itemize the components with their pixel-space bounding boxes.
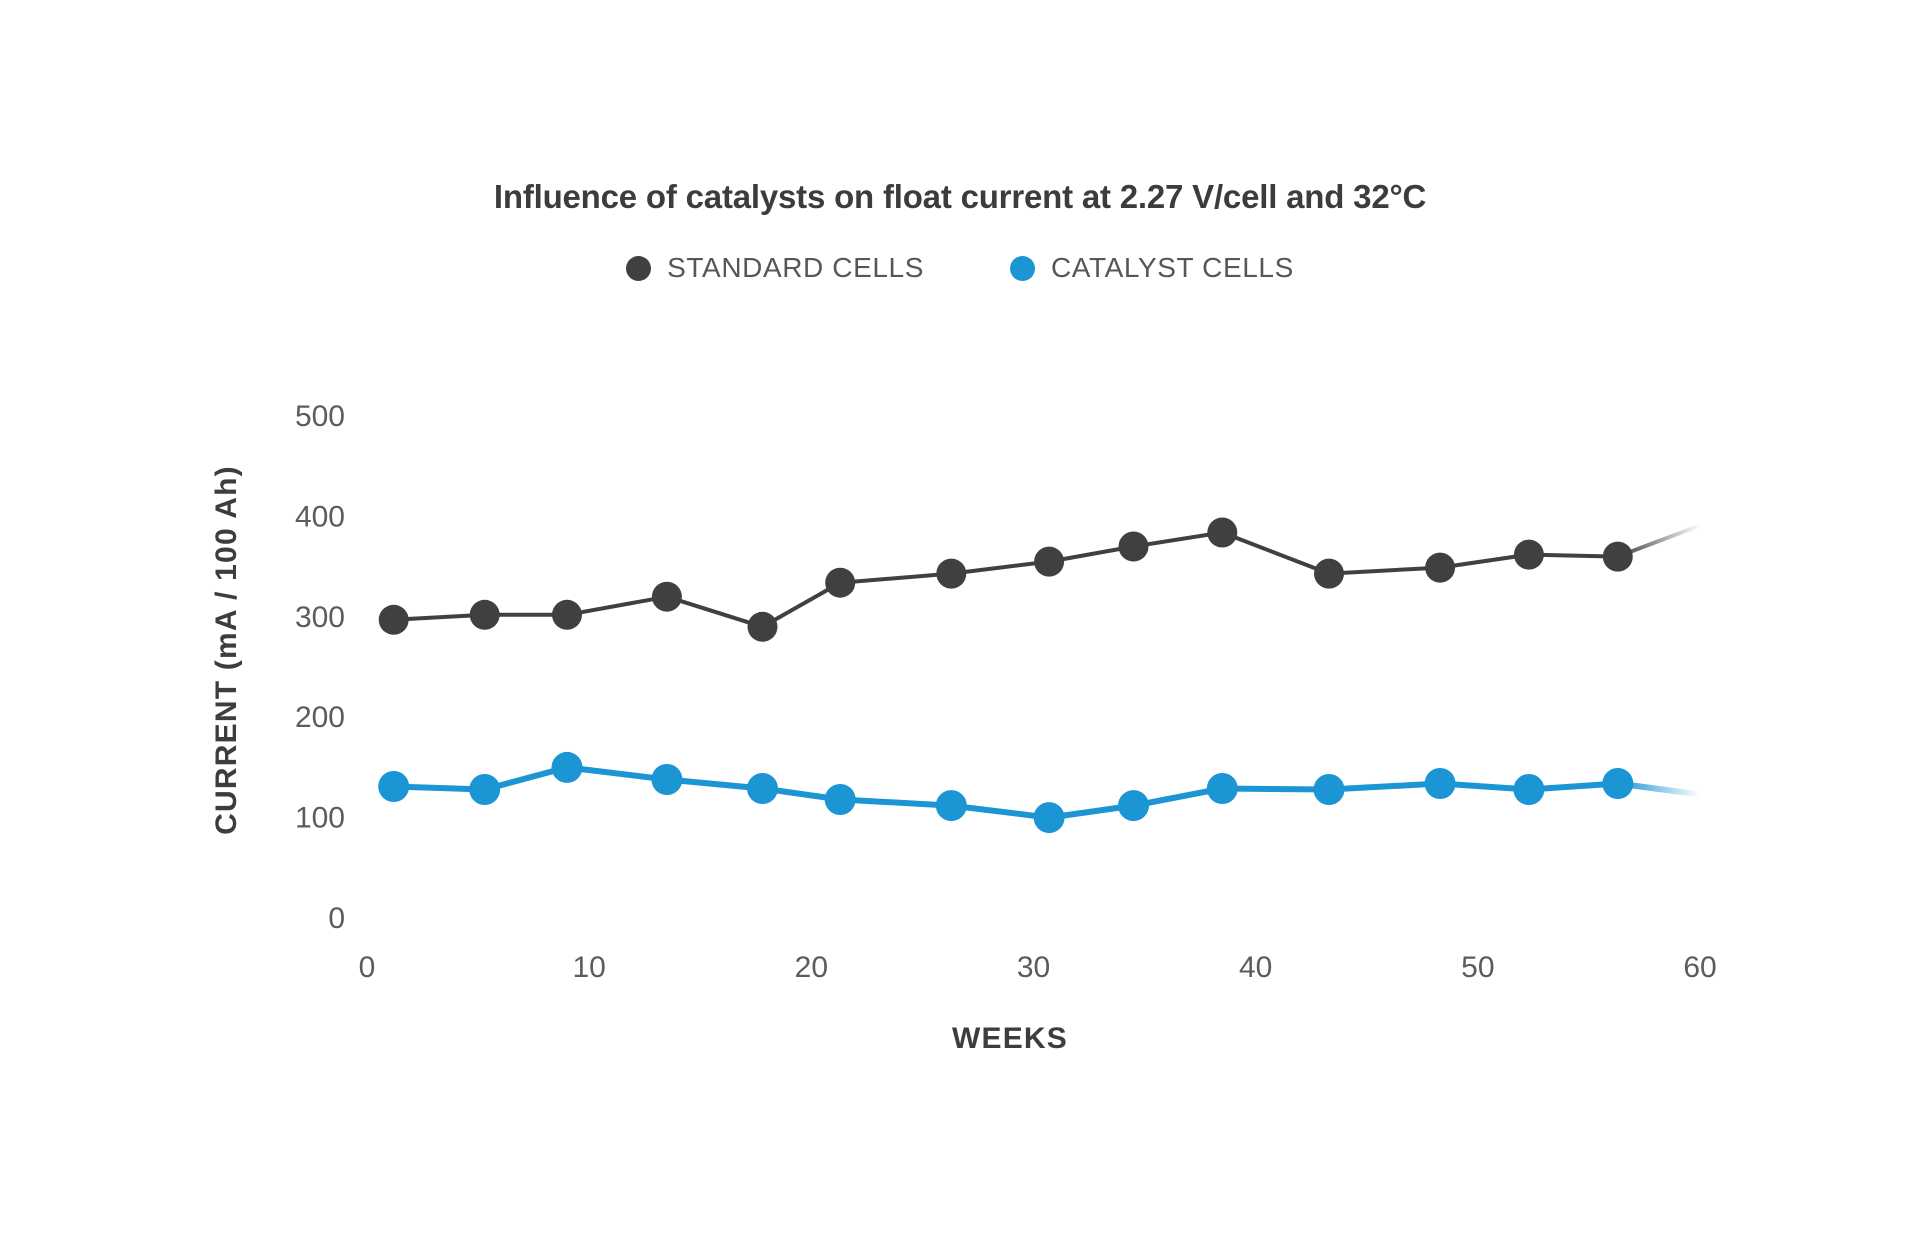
x-tick-label: 20 [795,951,828,984]
data-point-marker[interactable] [378,604,409,635]
data-point-marker[interactable] [1314,558,1344,589]
data-point-marker[interactable] [747,611,778,642]
chart-title: Influence of catalysts on float current … [493,178,1427,215]
data-point-marker[interactable] [1513,774,1545,805]
data-point-marker[interactable] [936,558,967,589]
x-tick-label: 0 [359,951,376,984]
y-axis-title: CURRENT (mA / 100 Ah) [210,465,243,835]
data-point-marker[interactable] [1034,546,1065,577]
data-point-marker[interactable] [651,764,683,795]
data-point-marker[interactable] [1118,531,1149,562]
data-point-marker[interactable] [651,581,682,612]
x-tick-label: 60 [1683,951,1716,984]
data-point-marker[interactable] [469,599,500,630]
x-tick-label: 30 [1017,951,1050,984]
data-point-marker[interactable] [551,751,583,783]
chart-legend: STANDARD CELLS CATALYST CELLS [0,252,1920,284]
y-tick-label: 400 [295,500,345,533]
data-point-marker[interactable] [747,773,778,804]
data-point-marker[interactable] [935,790,967,822]
x-tick-label: 10 [572,951,605,984]
data-point-marker[interactable] [1206,773,1238,804]
series-line [390,764,1621,821]
legend-marker-circle-icon [626,255,652,281]
y-tick-label: 0 [328,902,345,935]
legend-item-standard-cells[interactable]: STANDARD CELLS [626,252,924,284]
data-point-marker[interactable] [1033,802,1065,834]
x-tick-label: 40 [1239,951,1272,984]
y-tick-label: 500 [295,400,345,433]
y-tick-label: 200 [295,701,345,734]
x-tick-labels: 0 10 20 30 40 50 60 [359,951,1717,984]
legend-label-catalyst-cells: CATALYST CELLS [1050,252,1294,283]
data-point-marker[interactable] [825,567,856,598]
data-point-marker[interactable] [1118,790,1149,822]
data-point-marker[interactable] [1424,768,1456,799]
data-point-marker[interactable] [1513,539,1544,570]
data-point-marker[interactable] [378,771,410,802]
y-tick-labels: 0 100 200 300 400 500 [295,400,345,935]
series-line [391,530,1620,629]
data-point-marker[interactable] [1313,774,1345,805]
series-standard-cells [378,517,1702,642]
legend-label-standard-cells: STANDARD CELLS [667,252,924,283]
data-point-marker[interactable] [1602,541,1633,572]
data-point-marker[interactable] [469,774,501,805]
x-tick-label: 50 [1461,951,1494,984]
legend-marker-circle-icon [1009,255,1035,281]
data-point-marker[interactable] [824,784,856,815]
y-tick-label: 300 [295,601,345,634]
series-catalyst-cells [378,751,1703,834]
data-point-marker[interactable] [552,599,582,630]
data-point-marker[interactable] [1207,517,1238,548]
x-axis-title: WEEKS [952,1022,1068,1055]
legend-item-catalyst-cells[interactable]: CATALYST CELLS [1009,252,1294,284]
y-tick-label: 100 [295,802,345,835]
data-point-marker[interactable] [1602,768,1634,799]
data-point-marker[interactable] [1425,552,1456,583]
